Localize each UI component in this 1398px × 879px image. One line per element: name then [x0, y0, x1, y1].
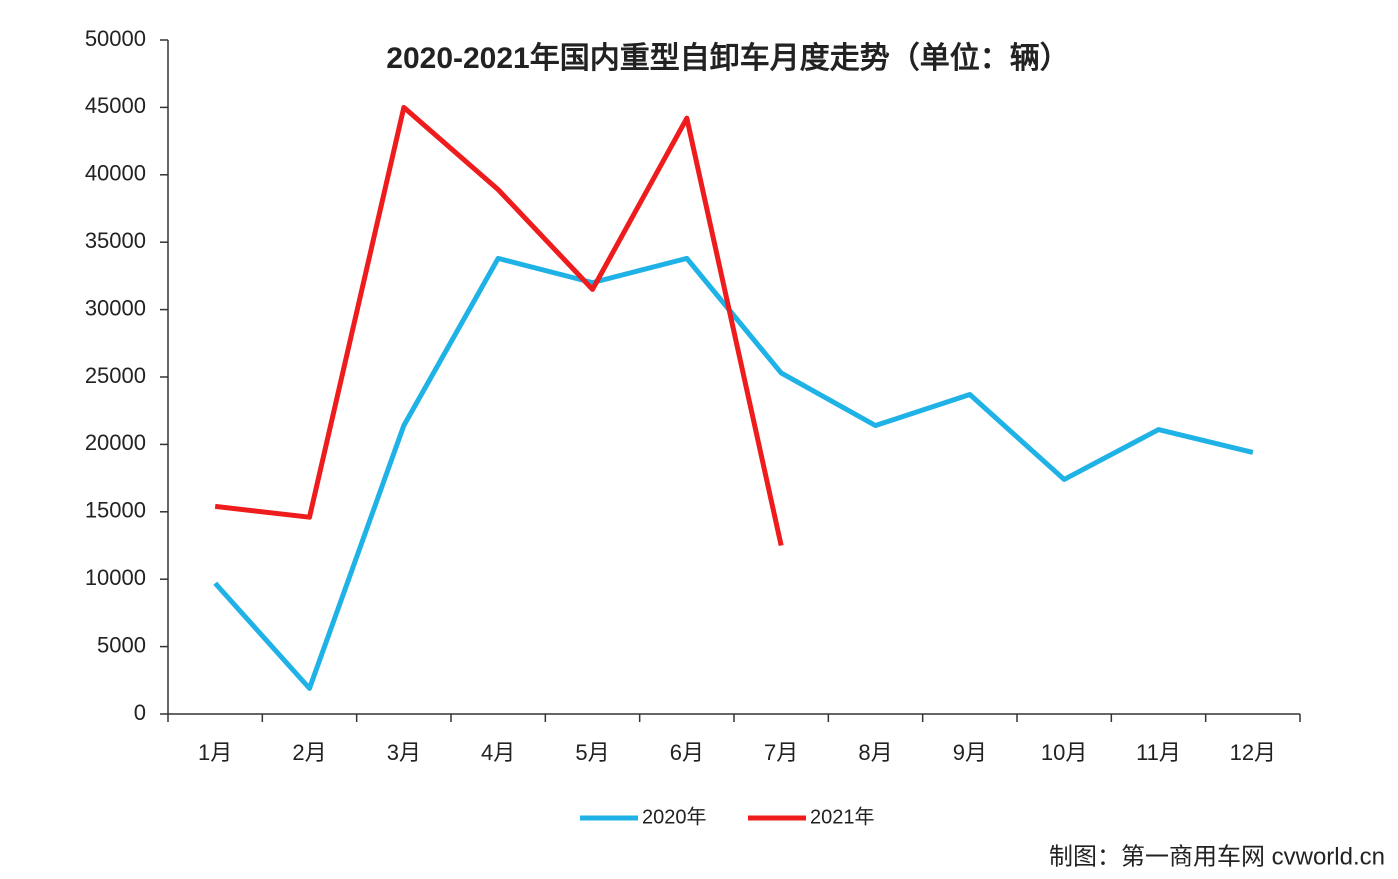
x-tick-label: 9月 [953, 740, 987, 765]
y-tick-label: 45000 [85, 93, 146, 118]
x-tick-label: 4月 [481, 740, 515, 765]
y-tick-label: 35000 [85, 228, 146, 253]
series-line [213, 255, 1254, 691]
x-tick-label: 2月 [292, 740, 326, 765]
x-tick-label: 12月 [1230, 740, 1276, 765]
x-tick-label: 10月 [1041, 740, 1087, 765]
credit-note: 制图：第一商用车网 cvworld.cn [1049, 843, 1385, 870]
x-tick-label: 6月 [670, 740, 704, 765]
legend-label: 2021年 [810, 805, 875, 828]
x-tick-label: 11月 [1136, 740, 1181, 765]
y-tick-label: 40000 [85, 161, 146, 186]
chart-title: 2020-2021年国内重型自卸车月度走势（单位：辆） [386, 41, 1069, 75]
x-tick-label: 1月 [198, 740, 232, 765]
y-tick-label: 30000 [85, 295, 146, 320]
x-tick-label: 8月 [858, 740, 892, 765]
x-tick-label: 5月 [575, 740, 609, 765]
series-line [214, 104, 784, 547]
y-tick-label: 5000 [97, 632, 146, 657]
y-tick-label: 25000 [85, 363, 146, 388]
y-tick-label: 20000 [85, 430, 146, 455]
y-tick-label: 0 [134, 700, 146, 725]
y-tick-label: 50000 [85, 26, 146, 51]
y-tick-label: 10000 [85, 565, 146, 590]
x-tick-label: 3月 [387, 740, 421, 765]
y-tick-label: 15000 [85, 498, 146, 523]
legend-label: 2020年 [642, 805, 707, 828]
x-tick-label: 7月 [764, 740, 798, 765]
